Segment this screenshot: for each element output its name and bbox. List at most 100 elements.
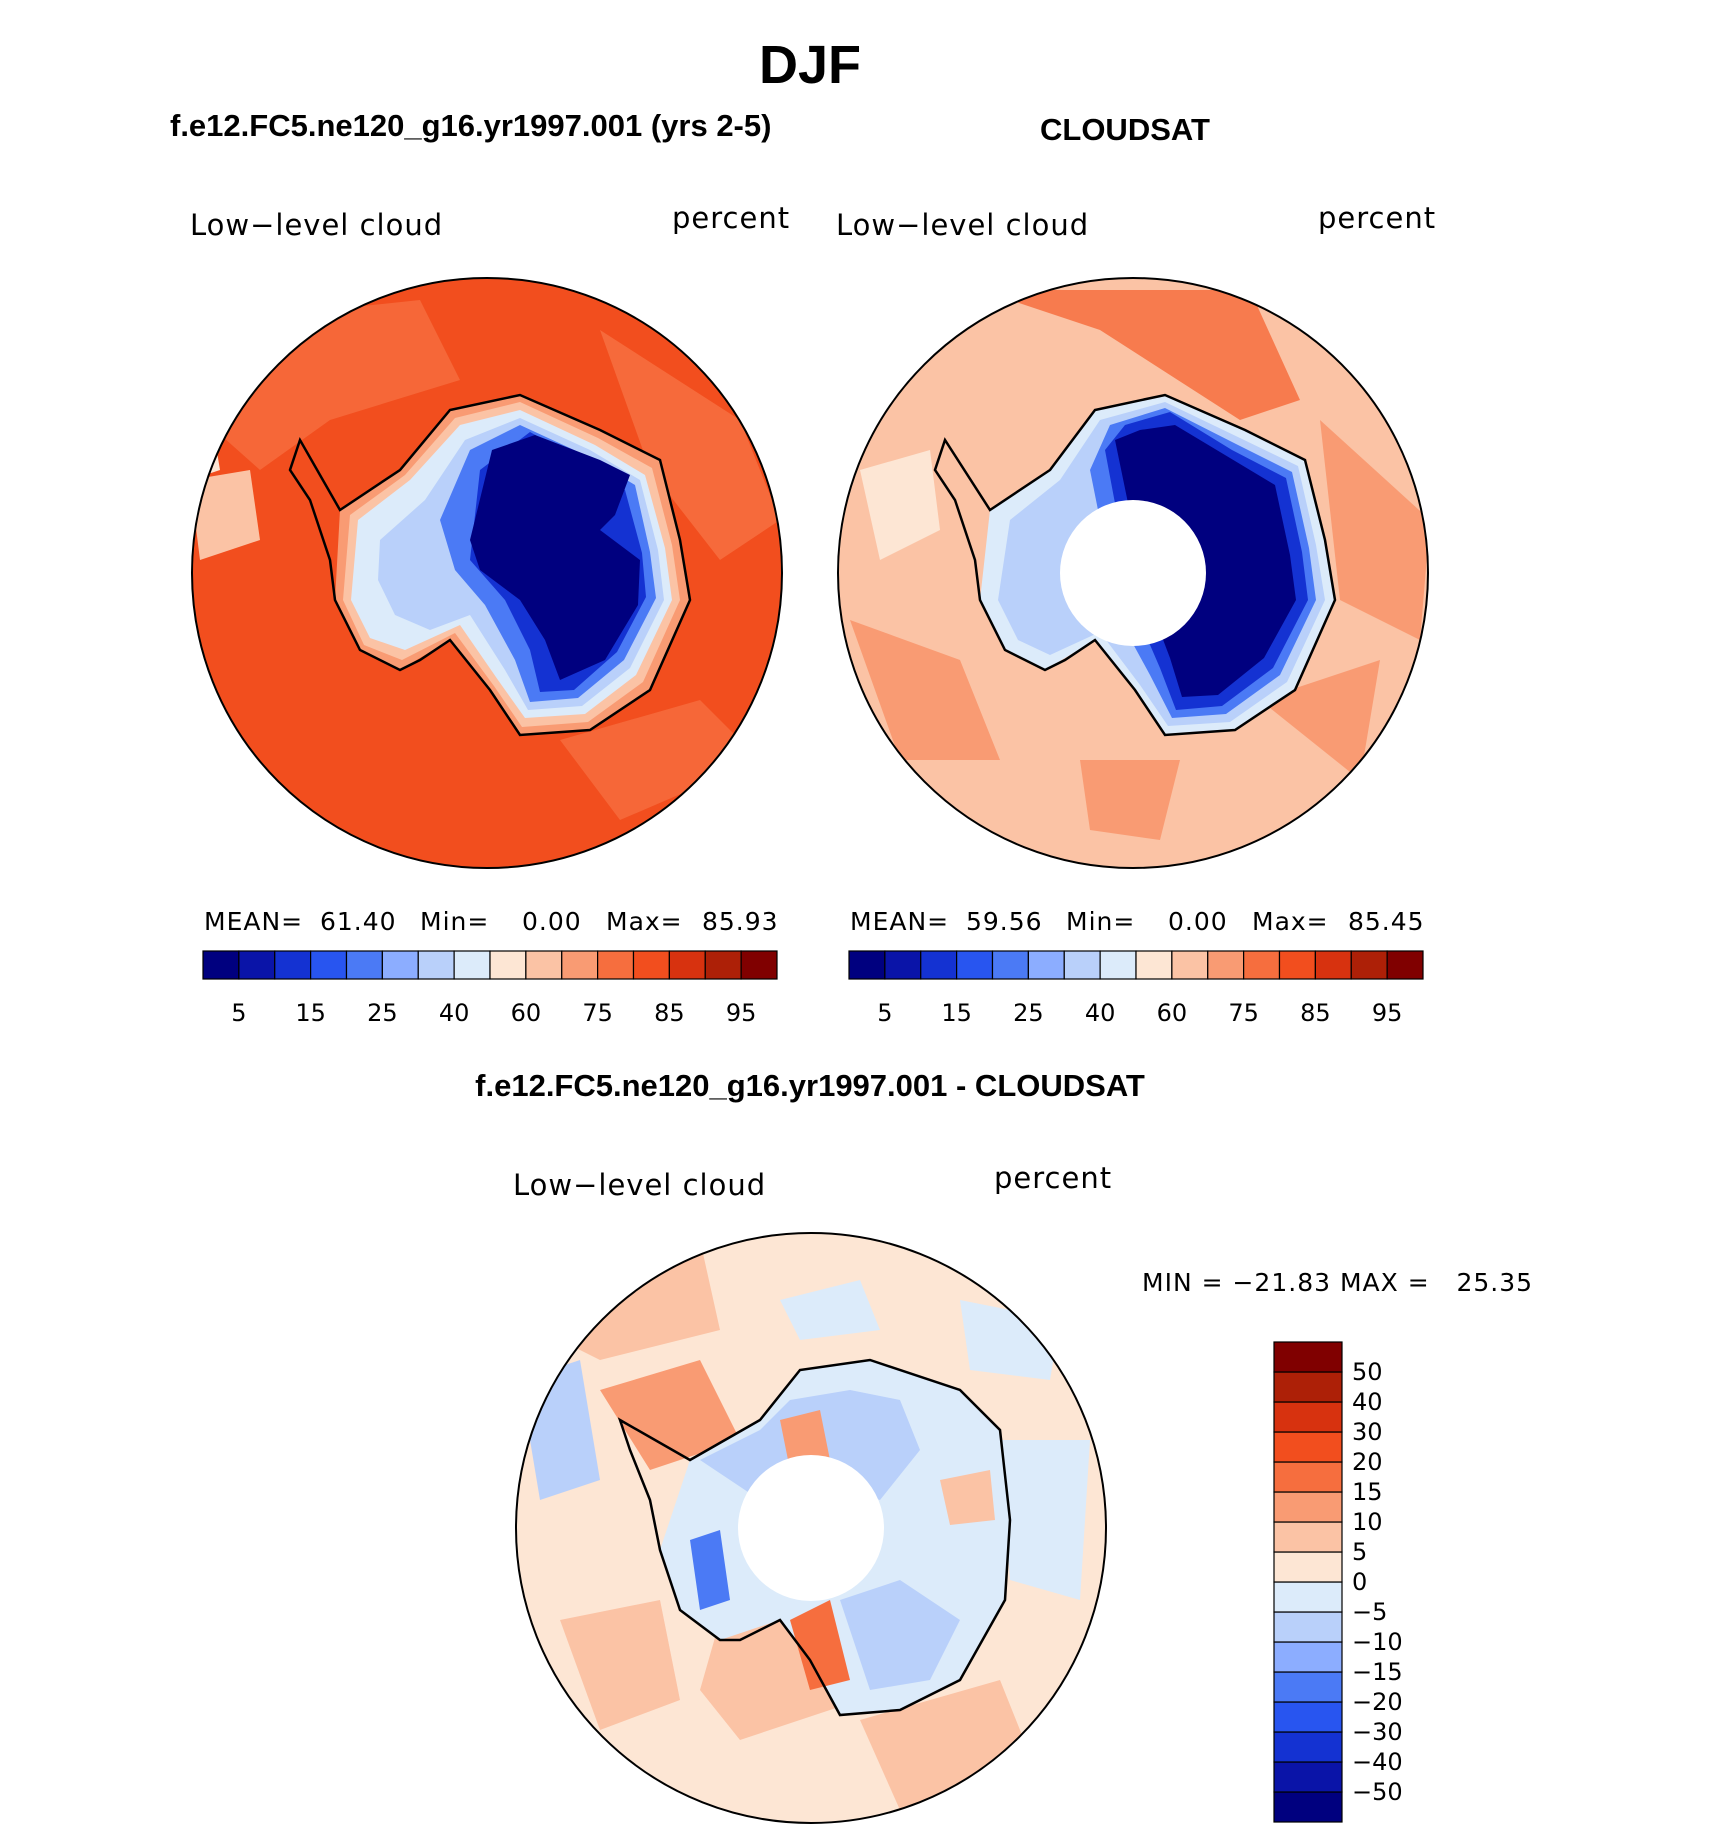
obs-map-border: [837, 277, 1429, 869]
model-colorbar-tick-label: 40: [439, 999, 470, 1027]
obs-colorbar-swatch: [1207, 950, 1245, 980]
diff-colorbar-tick-label: −5: [1352, 1598, 1387, 1626]
diff-colorbar-tick-label: −30: [1352, 1718, 1403, 1746]
diff-minmax-readout: MIN = −21.83 MAX = 25.35: [1142, 1268, 1534, 1297]
obs-colorbar-swatch: [956, 950, 994, 980]
model-colorbar-tick-label: 60: [511, 999, 542, 1027]
obs-colorbar-tick-label: 60: [1157, 999, 1188, 1027]
obs-colorbar-swatch: [1386, 950, 1424, 980]
model-colorbar-swatch: [345, 950, 383, 980]
diff-colorbar-swatch: [1273, 1641, 1343, 1673]
diff-units-label: percent: [994, 1161, 1113, 1195]
obs-mean-label: MEAN=: [850, 907, 950, 936]
model-colorbar-tick-label: 5: [231, 999, 246, 1027]
model-colorbar-swatch: [740, 950, 778, 980]
obs-min-label: Min=: [1066, 907, 1136, 936]
diff-panel-title: f.e12.FC5.ne120_g16.yr1997.001 - CLOUDSA…: [475, 1068, 1145, 1103]
model-colorbar-swatch: [489, 950, 527, 980]
diff-colorbar-swatch: [1273, 1491, 1343, 1523]
model-map-border: [191, 277, 783, 869]
diff-colorbar-tick-label: −10: [1352, 1628, 1403, 1656]
diff-colorbar-tick-label: −50: [1352, 1778, 1403, 1806]
diff-colorbar-swatch: [1273, 1401, 1343, 1433]
diff-colorbar-swatch: [1273, 1431, 1343, 1463]
model-colorbar-tick-label: 15: [295, 999, 326, 1027]
model-max-label: Max=: [606, 907, 683, 936]
obs-colorbar-swatch: [848, 950, 886, 980]
diff-variable-label: Low−level cloud: [513, 1168, 767, 1202]
diff-colorbar-swatch: [1273, 1551, 1343, 1583]
obs-max-label: Max=: [1252, 907, 1329, 936]
obs-colorbar: 5 15 25 40 60 75 85 95: [848, 950, 1424, 1027]
diff-colorbar-swatch: [1273, 1611, 1343, 1643]
obs-colorbar-tick-label: 85: [1300, 999, 1331, 1027]
diff-colorbar-tick-label: 5: [1352, 1538, 1367, 1566]
model-min-value: 0.00: [522, 907, 582, 936]
model-max-value: 85.93: [702, 907, 779, 936]
model-min-label: Min=: [420, 907, 490, 936]
diff-colorbar-swatch: [1273, 1341, 1343, 1373]
diff-colorbar-tick-label: 15: [1352, 1478, 1383, 1506]
obs-units-label: percent: [1318, 201, 1437, 235]
obs-colorbar-tick-label: 95: [1372, 999, 1403, 1027]
obs-mean-value: 59.56: [966, 907, 1043, 936]
model-colorbar-swatch: [561, 950, 599, 980]
diff-map-border: [515, 1232, 1107, 1824]
obs-polar-data-gap: [1060, 500, 1206, 646]
diff-polar-data-gap: [738, 1455, 884, 1601]
model-colorbar-swatch: [632, 950, 670, 980]
diff-colorbar-swatch: [1273, 1671, 1343, 1703]
model-colorbar-tick-label: 25: [367, 999, 398, 1027]
diff-colorbar-tick-label: −15: [1352, 1658, 1403, 1686]
obs-variable-label: Low−level cloud: [836, 208, 1090, 242]
model-coastline: [288, 393, 692, 737]
obs-colorbar-swatch: [1135, 950, 1173, 980]
obs-colorbar-swatch: [1243, 950, 1281, 980]
model-mean-value: 61.40: [320, 907, 397, 936]
obs-colorbar-tick-label: 15: [941, 999, 972, 1027]
diff-colorbar-tick-label: 40: [1352, 1388, 1383, 1416]
diff-colorbar-tick-label: 20: [1352, 1448, 1383, 1476]
obs-polar-map: [838, 278, 1428, 868]
obs-colorbar-swatch: [1063, 950, 1101, 980]
model-colorbar-swatch: [668, 950, 706, 980]
model-colorbar-tick-label: 85: [654, 999, 685, 1027]
obs-colorbar-swatch: [884, 950, 922, 980]
model-colorbar-swatch: [310, 950, 348, 980]
obs-colorbar-tick-label: 75: [1228, 999, 1259, 1027]
obs-colorbar-swatch: [1314, 950, 1352, 980]
diff-colorbar-swatch: [1273, 1731, 1343, 1763]
diff-colorbar-tick-label: 0: [1352, 1568, 1367, 1596]
model-colorbar-swatch: [704, 950, 742, 980]
obs-min-value: 0.00: [1168, 907, 1228, 936]
model-colorbar-swatch: [453, 950, 491, 980]
model-colorbar-swatch: [381, 950, 419, 980]
model-colorbar-swatch: [238, 950, 276, 980]
obs-max-value: 85.45: [1348, 907, 1425, 936]
obs-colorbar-swatch: [920, 950, 958, 980]
obs-colorbar-tick-label: 5: [877, 999, 892, 1027]
model-polar-map: [192, 278, 782, 868]
obs-colorbar-swatch: [1027, 950, 1065, 980]
model-colorbar: 5 15 25 40 60 75 85 95: [202, 950, 778, 1027]
diff-colorbar-tick-label: 50: [1352, 1358, 1383, 1386]
diff-colorbar-swatch: [1273, 1761, 1343, 1793]
model-variable-label: Low−level cloud: [190, 208, 444, 242]
model-colorbar-tick-label: 75: [582, 999, 613, 1027]
diff-colorbar-swatch: [1273, 1581, 1343, 1613]
diff-colorbar-swatch: [1273, 1791, 1343, 1823]
obs-panel-title: CLOUDSAT: [1040, 112, 1210, 147]
model-panel-title: f.e12.FC5.ne120_g16.yr1997.001 (yrs 2-5): [170, 108, 772, 143]
diff-colorbar-tick-label: 30: [1352, 1418, 1383, 1446]
model-units-label: percent: [672, 201, 791, 235]
diff-polar-map: [516, 1233, 1106, 1823]
model-colorbar-swatch: [417, 950, 455, 980]
obs-colorbar-swatch: [1171, 950, 1209, 980]
diff-colorbar-swatch: [1273, 1701, 1343, 1733]
model-colorbar-swatch: [525, 950, 563, 980]
obs-colorbar-swatch: [1099, 950, 1137, 980]
diff-positive-anomaly: [790, 1600, 850, 1690]
diff-colorbar-tick-label: −20: [1352, 1688, 1403, 1716]
